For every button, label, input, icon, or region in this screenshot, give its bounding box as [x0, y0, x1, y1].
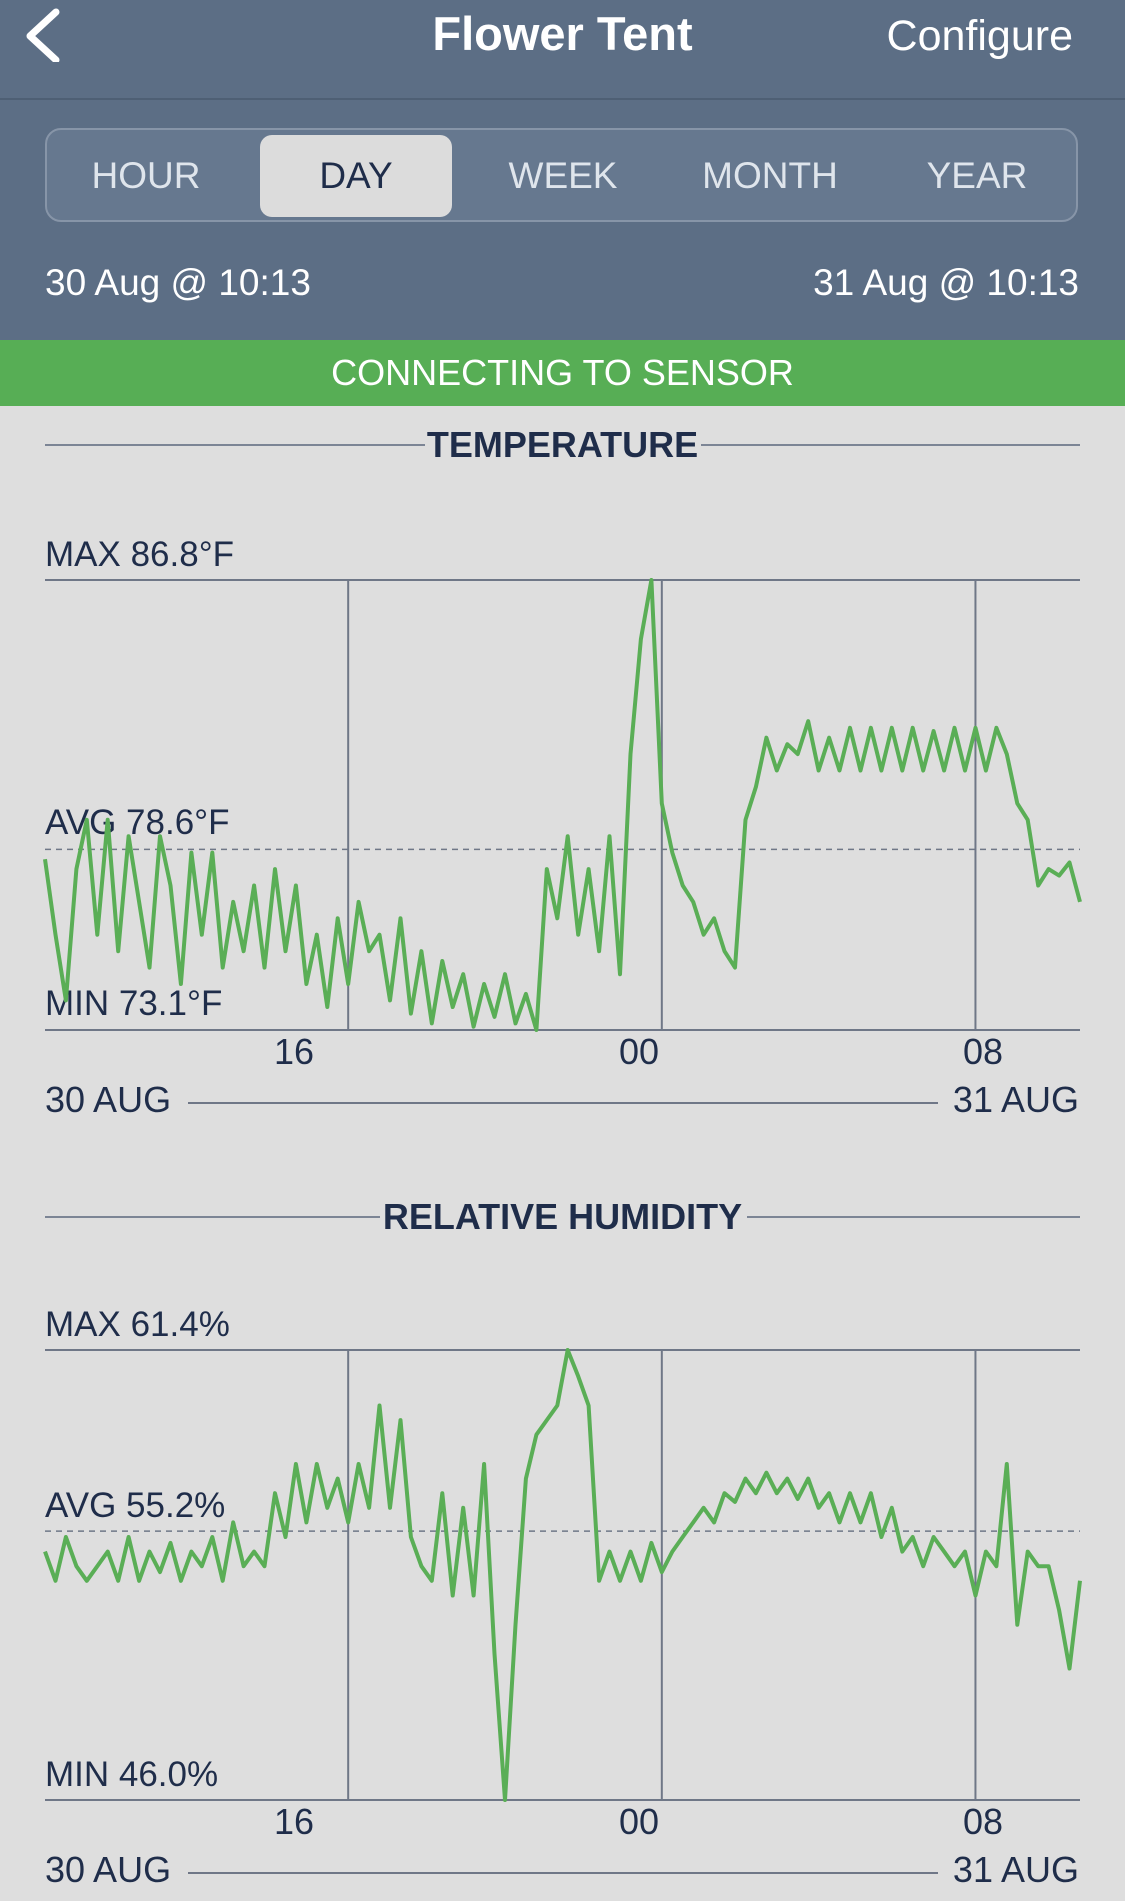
temperature-start-date: 30 AUG — [45, 1079, 172, 1120]
humidity-title: RELATIVE HUMIDITY — [382, 1196, 743, 1237]
divider — [701, 444, 1080, 446]
tab-year[interactable]: YEAR — [926, 155, 1028, 196]
humidity-max-label: MAX 61.4% — [45, 1305, 230, 1344]
divider — [747, 1216, 1080, 1218]
configure-button[interactable]: Configure — [886, 12, 1073, 60]
nav-bar: Flower Tent Configure — [0, 0, 1125, 100]
humidity-avg-label: AVG 55.2% — [45, 1486, 226, 1525]
humidity-tick-label: 00 — [618, 1801, 660, 1842]
date-divider — [188, 1102, 938, 1104]
temperature-tick-label: 08 — [962, 1031, 1004, 1072]
connection-status-banner: CONNECTING TO SENSOR — [0, 340, 1125, 406]
divider — [45, 1216, 380, 1218]
humidity-chart — [43, 1348, 1082, 1802]
temperature-section-header: TEMPERATURE — [45, 420, 1080, 470]
temperature-tick-label: 00 — [618, 1031, 660, 1072]
temperature-avg-label: AVG 78.6°F — [45, 803, 230, 842]
temperature-max-label: MAX 86.8°F — [45, 535, 235, 574]
humidity-min-label: MIN 46.0% — [45, 1755, 219, 1794]
range-start-date: 30 Aug @ 10:13 — [45, 262, 311, 303]
humidity-tick-label: 16 — [273, 1801, 315, 1842]
temperature-tick-label: 16 — [273, 1031, 315, 1072]
range-controls: HOUR DAY WEEK MONTH YEAR 30 Aug @ 10:13 … — [0, 100, 1125, 340]
humidity-section-header: RELATIVE HUMIDITY — [45, 1192, 1080, 1242]
back-button[interactable] — [20, 6, 76, 64]
tab-week[interactable]: WEEK — [508, 155, 618, 196]
chevron-left-icon — [26, 8, 60, 64]
tab-hour[interactable]: HOUR — [91, 155, 201, 196]
range-end-date: 31 Aug @ 10:13 — [813, 262, 1079, 303]
temperature-title: TEMPERATURE — [426, 424, 699, 465]
temperature-chart — [43, 578, 1082, 1032]
humidity-tick-label: 08 — [962, 1801, 1004, 1842]
temperature-series-line — [43, 578, 1082, 1032]
page-title: Flower Tent — [432, 7, 693, 60]
temperature-end-date: 31 AUG — [952, 1079, 1079, 1120]
divider — [45, 444, 425, 446]
humidity-start-date: 30 AUG — [45, 1849, 172, 1890]
tab-month[interactable]: MONTH — [702, 155, 838, 196]
temperature-min-label: MIN 73.1°F — [45, 984, 223, 1023]
humidity-end-date: 31 AUG — [952, 1849, 1079, 1890]
date-divider — [188, 1872, 938, 1874]
tab-day[interactable]: DAY — [260, 135, 452, 217]
range-segmented-control: HOUR DAY WEEK MONTH YEAR — [45, 128, 1078, 222]
humidity-series-line — [43, 1348, 1082, 1802]
